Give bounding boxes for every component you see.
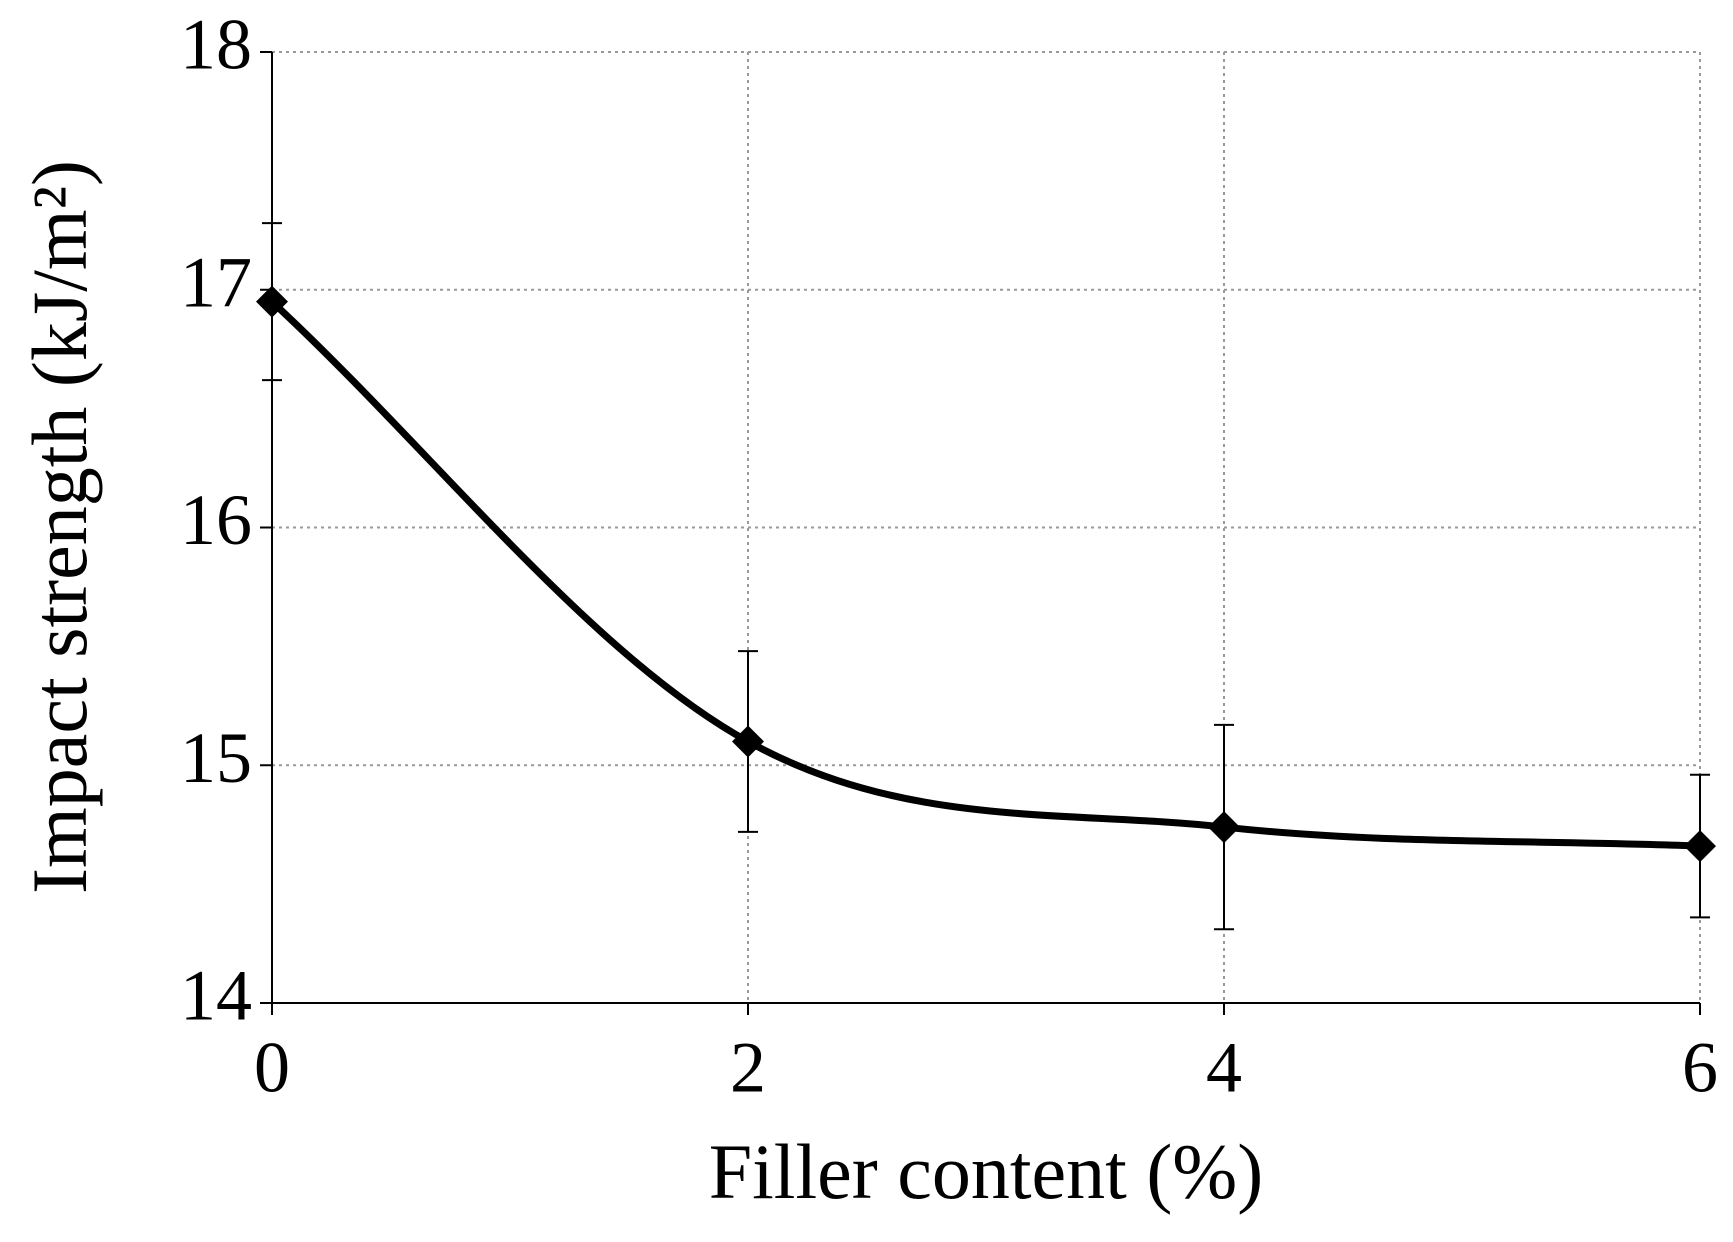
marker [1684, 830, 1716, 863]
y-axis-label: Impact strength (kJ/m²) [16, 160, 103, 894]
x-axis-label: Filler content (%) [709, 1128, 1264, 1215]
y-tick-label: 18 [180, 5, 252, 85]
marker [256, 285, 288, 318]
marker [1208, 811, 1240, 844]
marker [732, 725, 764, 758]
x-tick-label: 6 [1682, 1028, 1718, 1108]
y-tick-label: 15 [180, 718, 252, 798]
y-tick-label: 16 [180, 480, 252, 560]
x-tick-label: 4 [1206, 1028, 1242, 1108]
y-tick-label: 14 [180, 956, 252, 1036]
data-line [269, 299, 1701, 850]
y-tick-label: 17 [180, 242, 252, 322]
x-tick-label: 0 [254, 1028, 290, 1108]
x-tick-label: 2 [730, 1028, 766, 1108]
